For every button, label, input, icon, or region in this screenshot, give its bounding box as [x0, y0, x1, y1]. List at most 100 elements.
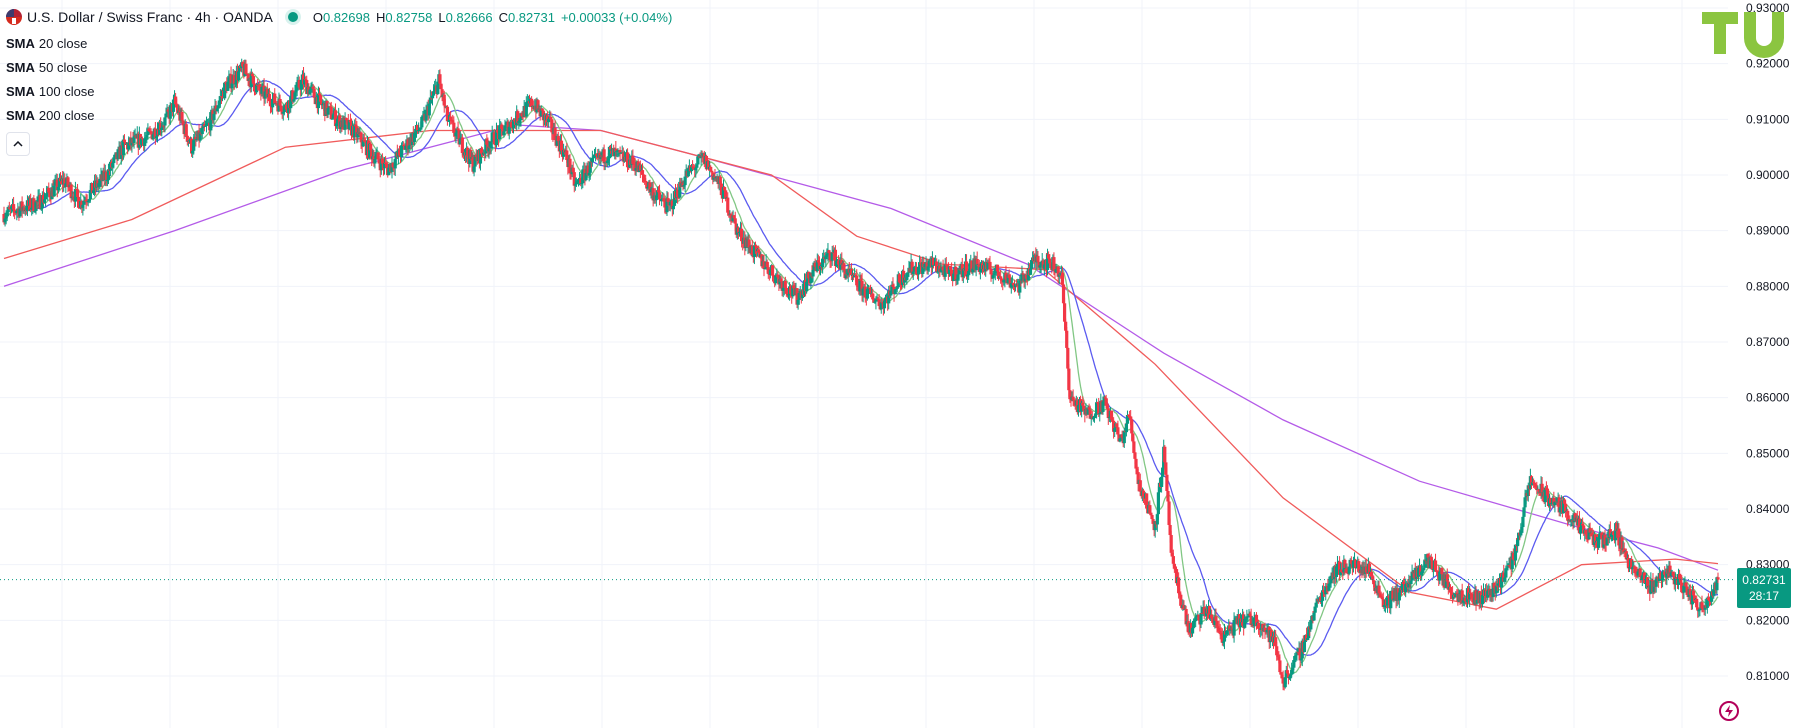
candle-down — [1529, 476, 1534, 485]
candle-down — [891, 284, 895, 287]
candle-up — [978, 267, 982, 272]
candle-down — [439, 83, 443, 90]
candle-up — [906, 272, 910, 274]
sma-100-line — [3, 129, 1719, 610]
candle-up — [105, 179, 109, 181]
candle-down — [1215, 620, 1219, 627]
candle-down — [1088, 409, 1092, 419]
candle-up — [1355, 567, 1359, 569]
candle-down — [770, 265, 775, 276]
candle-up — [511, 119, 516, 129]
candle-up — [404, 145, 408, 150]
candle-up — [424, 109, 428, 121]
candle-down — [159, 123, 163, 131]
candle-down — [47, 187, 51, 193]
symbol-title[interactable]: U.S. Dollar / Swiss Franc · 4h · OANDA — [27, 9, 273, 25]
candle-up — [1054, 269, 1058, 273]
candle-up — [547, 118, 551, 123]
candle-up — [1506, 565, 1510, 568]
sma-lines — [3, 72, 1719, 674]
candle-down — [1581, 524, 1585, 526]
candle-down — [1634, 573, 1638, 575]
candle-up — [1640, 575, 1644, 581]
candle-down — [709, 166, 713, 171]
candle-up — [1643, 582, 1648, 584]
candle-down — [512, 119, 517, 122]
candle-up — [986, 261, 990, 270]
candle-down — [440, 89, 444, 98]
candle-down — [1357, 561, 1361, 572]
candle-up — [1328, 583, 1332, 585]
candle-down — [1367, 563, 1372, 575]
candle-down — [1179, 594, 1183, 606]
candle-up — [1400, 582, 1405, 590]
candle-down — [1096, 402, 1100, 404]
tradingview-logo[interactable] — [1702, 8, 1790, 65]
candle-down — [1600, 532, 1604, 539]
candle-down — [1642, 572, 1647, 584]
candle-up — [894, 288, 898, 290]
candle-down — [1430, 560, 1434, 570]
candle-up — [1715, 577, 1719, 591]
candle-up — [606, 158, 610, 161]
candle-up — [455, 128, 459, 133]
candle-up — [1712, 589, 1716, 596]
indicator-sma-20[interactable]: SMA 20 close — [6, 36, 88, 51]
candle-up — [343, 117, 347, 130]
candle-up — [121, 139, 125, 156]
candle-down — [190, 138, 194, 154]
candle-up — [42, 199, 47, 203]
candle-down — [20, 201, 24, 211]
indicator-sma-50[interactable]: SMA 50 close — [6, 60, 88, 75]
candle-down — [640, 170, 645, 175]
candle-down — [1537, 489, 1541, 492]
candle-down — [1210, 614, 1214, 619]
candle-up — [575, 180, 580, 183]
candle-down — [1608, 529, 1612, 537]
candle-down — [362, 139, 366, 142]
candle-down — [1110, 419, 1115, 421]
indicator-sma-100[interactable]: SMA 100 close — [6, 84, 95, 99]
candle-up — [1491, 582, 1495, 598]
candle-up — [694, 167, 698, 171]
candle-up — [655, 190, 660, 196]
candle-up — [1530, 482, 1535, 485]
candle-down — [406, 139, 410, 150]
candle-up — [1428, 556, 1432, 569]
candle-up — [815, 260, 819, 272]
collapse-legend-button[interactable] — [6, 132, 30, 156]
candle-up — [1561, 500, 1566, 514]
candle-up — [634, 168, 638, 171]
lightning-button[interactable] — [1719, 701, 1739, 721]
candle-down — [69, 184, 73, 199]
candle-down — [354, 124, 358, 127]
candle-down — [1167, 501, 1171, 525]
candle-down — [1280, 674, 1284, 679]
candle-up — [1101, 401, 1105, 412]
candle-down — [1671, 571, 1675, 576]
candle-up — [797, 293, 801, 300]
candle-down — [1369, 571, 1374, 577]
candle-up — [1199, 612, 1203, 625]
candle-down — [1470, 594, 1474, 598]
candle-down — [643, 178, 647, 181]
candle-down — [644, 180, 648, 182]
candle-up — [1295, 651, 1299, 656]
candle-up — [721, 187, 726, 199]
candle-down — [718, 176, 722, 184]
indicator-sma-200[interactable]: SMA 200 close — [6, 108, 95, 123]
candle-up — [889, 290, 893, 296]
candle-up — [1009, 283, 1013, 288]
sma-50-line — [3, 80, 1718, 656]
candle-up — [81, 204, 85, 208]
candle-down — [1060, 272, 1065, 285]
candle-down — [863, 286, 867, 298]
candle-down — [244, 63, 248, 74]
candle-up — [1225, 630, 1229, 635]
price-axis[interactable]: 0.93000 0.92000 0.91000 0.90000 0.89000 0.880… — [1746, 1, 1790, 683]
candle-down — [1552, 497, 1556, 506]
candle-down — [1164, 462, 1168, 475]
candle-down — [32, 198, 36, 212]
